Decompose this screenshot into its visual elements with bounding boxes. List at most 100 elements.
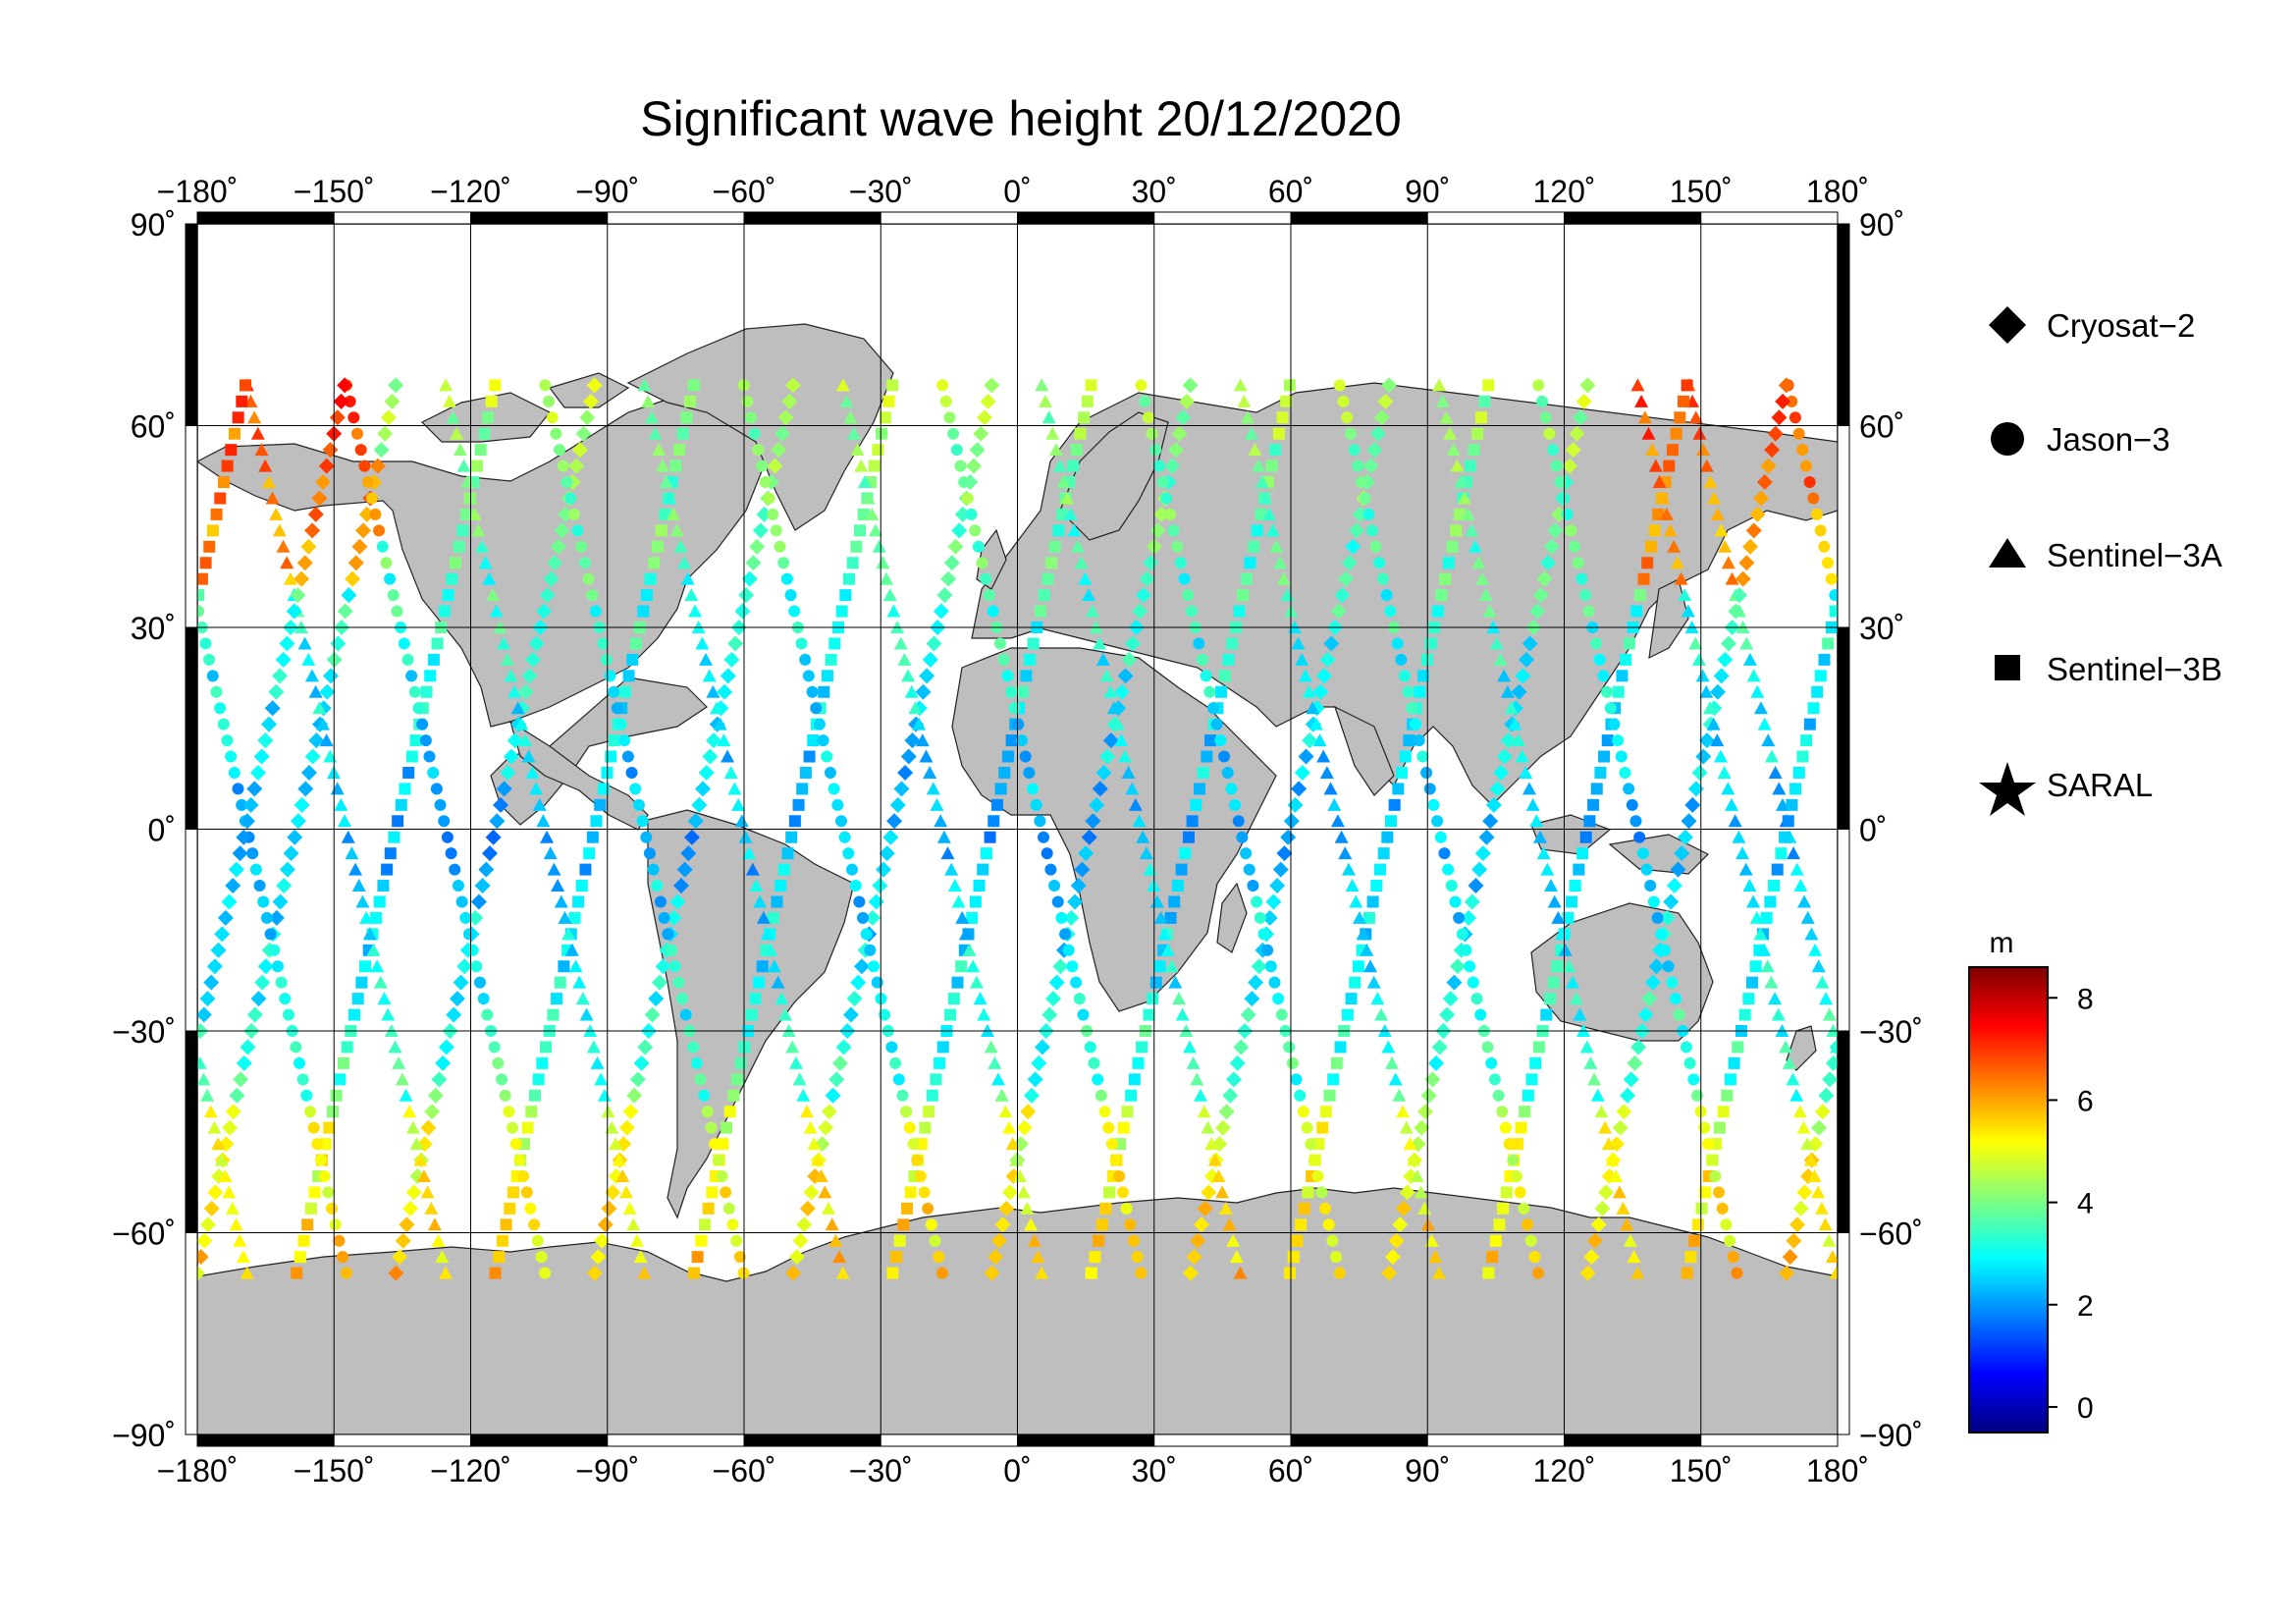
- track-point: [1035, 378, 1049, 392]
- track-point: [1547, 522, 1564, 539]
- track-point: [1005, 734, 1018, 747]
- track-point: [876, 427, 888, 440]
- track-point: [323, 668, 340, 684]
- track-point: [640, 589, 653, 602]
- track-point: [802, 670, 815, 682]
- track-point: [471, 523, 486, 537]
- track-point: [929, 1234, 941, 1247]
- track-point: [543, 570, 560, 587]
- track-point: [961, 492, 974, 505]
- lon-tick-label: 180˚: [1806, 1453, 1869, 1488]
- track-point: [481, 1008, 494, 1021]
- track-point: [481, 845, 498, 862]
- track-point: [1439, 410, 1454, 424]
- track-point: [655, 459, 669, 472]
- track-point: [287, 829, 303, 845]
- track-point: [1308, 717, 1323, 730]
- track-point: [236, 798, 248, 811]
- track-point: [796, 1217, 813, 1233]
- track-point: [1099, 748, 1116, 765]
- track-point: [1201, 750, 1213, 763]
- track-point: [257, 895, 270, 908]
- track-point: [1272, 993, 1285, 1005]
- track-point: [1095, 1089, 1107, 1102]
- track-point: [427, 653, 440, 666]
- track-point: [838, 831, 851, 843]
- track-point: [1027, 1233, 1041, 1247]
- graticule: [197, 224, 1838, 1434]
- track-point: [872, 878, 888, 894]
- track-point: [554, 894, 568, 908]
- track-point: [547, 862, 561, 876]
- square-icon: [1995, 655, 2020, 680]
- track-point: [1275, 1008, 1288, 1021]
- track-point: [294, 1251, 306, 1264]
- track-point: [933, 603, 949, 620]
- track-point: [943, 411, 956, 424]
- track-point: [1233, 1266, 1248, 1279]
- track-point: [935, 1267, 948, 1279]
- track-point: [702, 1202, 715, 1215]
- track-point: [586, 377, 603, 394]
- track-point: [568, 959, 583, 973]
- track-point: [1291, 636, 1306, 650]
- track-point: [1167, 524, 1180, 537]
- track-point: [868, 893, 884, 910]
- track-point: [990, 1072, 1005, 1086]
- track-point: [558, 506, 574, 522]
- track-point: [431, 637, 444, 650]
- track-point: [232, 783, 244, 795]
- track-point: [1681, 813, 1697, 830]
- track-point: [749, 879, 764, 893]
- track-point: [558, 960, 570, 973]
- track-point: [1710, 1138, 1723, 1151]
- track-point: [1381, 831, 1394, 843]
- track-point: [1797, 894, 1812, 908]
- track-point: [1318, 1202, 1331, 1215]
- track-point: [1341, 411, 1354, 424]
- track-point: [572, 975, 587, 989]
- track-point: [409, 734, 422, 747]
- track-point: [1779, 1040, 1793, 1054]
- track-point: [419, 734, 432, 747]
- track-point: [777, 409, 794, 426]
- track-point: [1417, 670, 1430, 682]
- track-point: [879, 845, 895, 862]
- track-point: [1604, 702, 1617, 715]
- track-point: [370, 959, 385, 973]
- track-point: [958, 927, 973, 941]
- track-point: [1742, 879, 1757, 893]
- track-point: [717, 733, 731, 747]
- track-point: [514, 717, 529, 730]
- track-point: [1218, 750, 1231, 763]
- track-point: [1474, 411, 1487, 424]
- track-point: [774, 425, 790, 442]
- track-point: [984, 831, 996, 843]
- track-point: [1515, 749, 1529, 763]
- track-point: [652, 443, 667, 457]
- track-point: [984, 1265, 1000, 1281]
- track-point: [1027, 1071, 1043, 1088]
- track-point: [947, 879, 962, 893]
- track-point: [1796, 1120, 1811, 1134]
- track-point: [1207, 1153, 1222, 1166]
- track-point: [1767, 425, 1784, 442]
- track-point: [1630, 1266, 1645, 1279]
- track-point: [214, 492, 227, 505]
- track-point: [1615, 750, 1628, 763]
- track-point: [636, 815, 649, 828]
- track-point: [936, 587, 953, 604]
- track-point: [1312, 733, 1327, 747]
- track-point: [1478, 588, 1493, 602]
- track-point: [1410, 718, 1422, 730]
- track-point: [969, 975, 984, 989]
- track-point: [373, 442, 390, 459]
- track-point: [1136, 830, 1150, 843]
- track-point: [1124, 635, 1141, 652]
- legend-label-saral: SARAL: [2047, 767, 2153, 803]
- track-point: [1373, 863, 1386, 876]
- track-point: [1579, 589, 1592, 602]
- track-point: [1721, 635, 1737, 652]
- track-point: [1139, 570, 1155, 587]
- lat-tick-label: −60˚: [1859, 1217, 1923, 1252]
